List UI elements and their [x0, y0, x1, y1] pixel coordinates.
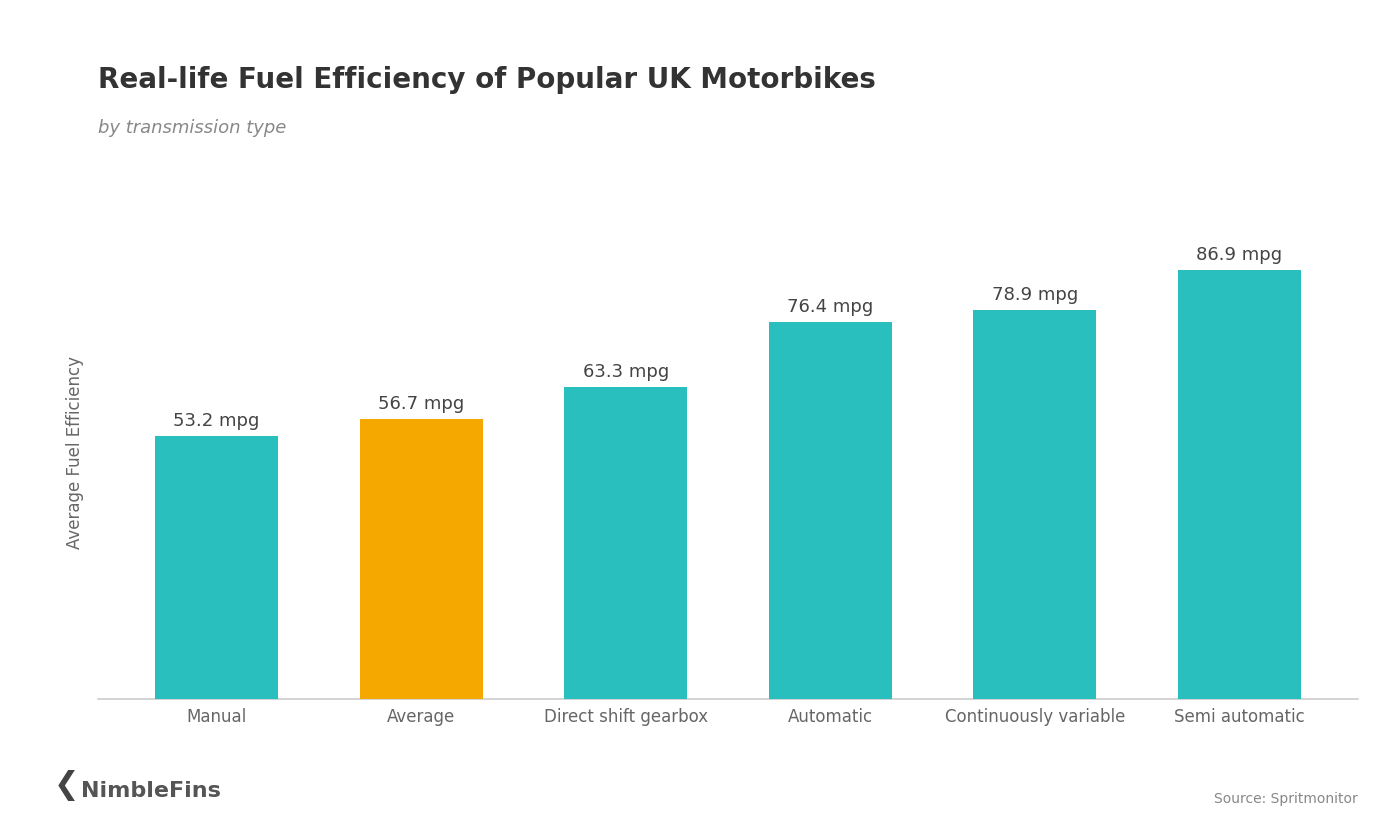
Text: ❮: ❮	[53, 770, 78, 801]
Bar	[360, 419, 483, 699]
Text: 56.7 mpg: 56.7 mpg	[378, 395, 465, 413]
Bar	[564, 386, 687, 699]
Bar	[1177, 270, 1301, 699]
Text: 53.2 mpg: 53.2 mpg	[174, 413, 260, 431]
Bar	[973, 310, 1096, 699]
Text: by transmission type: by transmission type	[98, 119, 287, 137]
Text: 86.9 mpg: 86.9 mpg	[1197, 247, 1282, 264]
Text: 78.9 mpg: 78.9 mpg	[991, 286, 1078, 303]
Y-axis label: Average Fuel Efficiency: Average Fuel Efficiency	[66, 356, 84, 548]
Text: 63.3 mpg: 63.3 mpg	[582, 363, 669, 381]
Text: 76.4 mpg: 76.4 mpg	[787, 298, 874, 316]
Text: Real-life Fuel Efficiency of Popular UK Motorbikes: Real-life Fuel Efficiency of Popular UK …	[98, 66, 876, 94]
Text: NimbleFins: NimbleFins	[81, 782, 221, 801]
Bar	[155, 436, 279, 699]
Bar	[769, 322, 892, 699]
Text: Source: Spritmonitor: Source: Spritmonitor	[1214, 792, 1358, 806]
